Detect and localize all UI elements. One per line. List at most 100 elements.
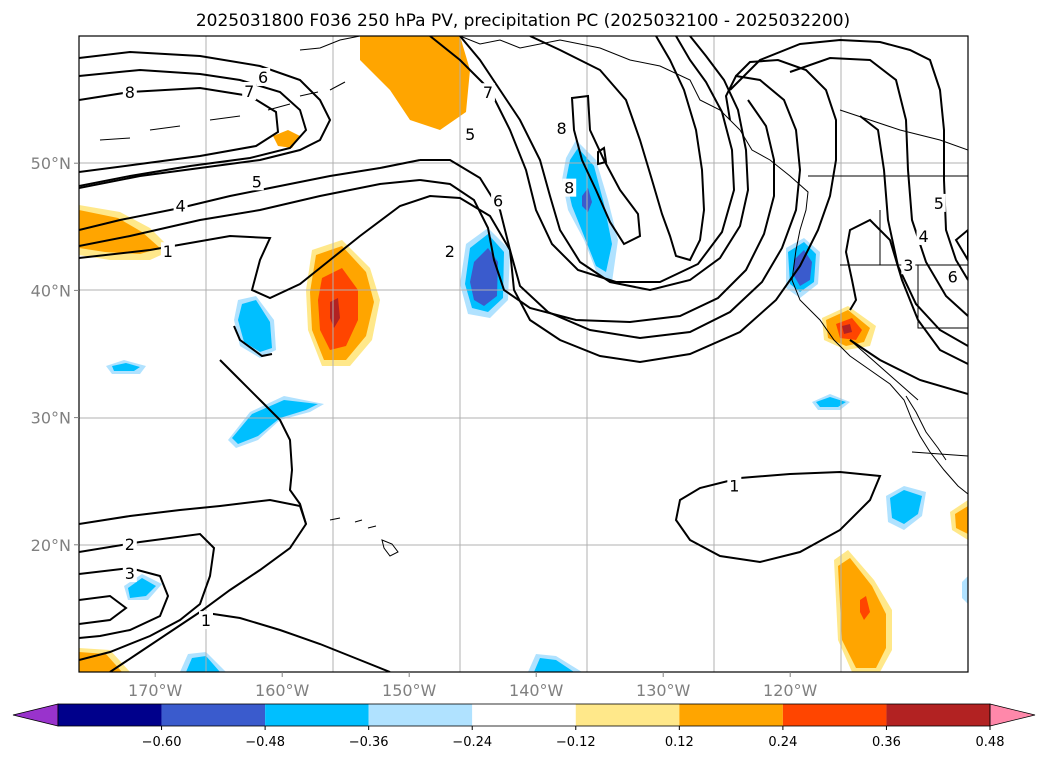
colorbar-swatch: [58, 704, 162, 726]
pv-contour: [79, 159, 421, 231]
colorbar-tick-label: −0.24: [452, 735, 492, 750]
colorbar-swatch: [679, 704, 783, 726]
pv-contour-label: 6: [493, 191, 503, 210]
colorbar-swatch: [265, 704, 369, 726]
pv-label-bg: [442, 242, 457, 261]
colorbar-tick-label: −0.36: [349, 735, 389, 750]
colorbar-tick-label: −0.60: [142, 735, 182, 750]
pv-contour-label: 5: [934, 194, 944, 213]
y-tick-label: 20°N: [31, 536, 71, 555]
pv-contour-label: 4: [918, 227, 928, 246]
colorbar-tick-label: 0.48: [976, 735, 1005, 750]
pv-contour: [79, 68, 308, 187]
pv-contour: [420, 74, 802, 340]
pv-contour: [529, 36, 706, 262]
precip-area: [794, 250, 812, 286]
pv-label-bg: [122, 83, 137, 102]
precip-area: [238, 300, 272, 352]
pv-contour: [79, 50, 332, 189]
x-tick-label: 120°W: [763, 681, 818, 700]
colorbar-extend-low: [12, 703, 59, 727]
pv-contour: [79, 594, 128, 625]
pv-contour-label: 7: [483, 83, 493, 102]
pv-contour-label: 2: [445, 242, 455, 261]
precip-area: [816, 397, 846, 407]
pv-contour: [419, 99, 775, 324]
pv-contour: [79, 58, 837, 364]
pv-label-bg: [256, 67, 271, 86]
colorbar-tick-label: 0.24: [768, 735, 797, 750]
precip-area: [962, 576, 968, 604]
pv-contour-label: 1: [729, 476, 739, 495]
pv-contour: [79, 532, 216, 661]
x-tick-label: 140°W: [509, 681, 564, 700]
pv-label-bg: [249, 172, 264, 191]
x-tick-label: 130°W: [636, 681, 691, 700]
pv-contour-label: 1: [201, 611, 211, 630]
pv-contour: [844, 218, 968, 365]
x-axis: 170°W 160°W 150°W 140°W 130°W 120°W: [128, 672, 818, 700]
pv-contour-label: 5: [465, 125, 475, 144]
pv-label-bg: [491, 191, 506, 210]
pv-contour: [849, 339, 968, 395]
pv-contour: [79, 179, 421, 247]
y-tick-label: 30°N: [31, 409, 71, 428]
colorbar-swatch: [782, 704, 887, 726]
colorbar: −0.60 −0.48 −0.36 −0.24 −0.12 0.12 0.24 0.36 0.4…: [12, 703, 1036, 750]
precip-area: [470, 248, 498, 306]
pv-contour: [789, 56, 968, 317]
pv-label-bg: [916, 226, 931, 245]
pv-contour: [79, 86, 280, 173]
pv-contour: [729, 38, 968, 281]
precip-area: [566, 148, 612, 272]
precip-area: [842, 324, 852, 334]
precip-area: [955, 506, 968, 534]
pv-contour-label: 7: [244, 82, 254, 101]
pv-contour-label: 6: [258, 68, 268, 87]
pv-label-bg: [945, 267, 960, 286]
x-tick-label: 150°W: [382, 681, 437, 700]
map-background: [79, 36, 968, 672]
pv-label-bg: [463, 125, 478, 144]
map-frame: [78, 35, 969, 673]
pv-label-bg: [562, 178, 577, 197]
precip-area: [232, 400, 318, 444]
pv-label-bg: [199, 611, 213, 630]
precip-shading: [79, 36, 968, 672]
pv-contour: [199, 611, 391, 672]
precip-area: [534, 658, 574, 672]
pv-contours: [79, 36, 968, 672]
colorbar-swatch: [472, 704, 576, 726]
pv-contour-label: 2: [125, 535, 135, 554]
pv-contour: [597, 146, 608, 166]
x-tick-label: 160°W: [255, 681, 310, 700]
colorbar-swatch: [161, 704, 266, 726]
colorbar-swatch: [575, 704, 680, 726]
pv-contour: [233, 325, 273, 358]
pv-label-bg: [242, 81, 257, 100]
chart-title: 2025031800 F036 250 hPa PV, precipitatio…: [196, 11, 850, 31]
precip-area: [128, 578, 156, 598]
pv-contour-label: 6: [948, 268, 958, 287]
pv-contour: [570, 94, 642, 246]
alaska-coast: [99, 36, 361, 141]
pv-contour-label: 1: [163, 242, 173, 261]
pv-contour: [459, 36, 750, 292]
precip-area: [890, 490, 922, 524]
mexico-border: [911, 451, 968, 457]
colorbar-swatch: [368, 704, 473, 726]
pv-contour: [954, 228, 968, 262]
hawaii-islands: [329, 517, 399, 557]
colorbar-tick-label: 0.12: [665, 735, 694, 750]
colorbar-tick-label: −0.12: [556, 735, 596, 750]
pv-contour-label: 3: [125, 564, 135, 583]
canada-interior: [839, 109, 968, 151]
precip-area: [112, 363, 140, 371]
pv-contour-label: 8: [564, 179, 574, 198]
pv-contour: [429, 36, 736, 283]
precip-area: [860, 596, 870, 620]
pv-label-bg: [727, 476, 742, 495]
